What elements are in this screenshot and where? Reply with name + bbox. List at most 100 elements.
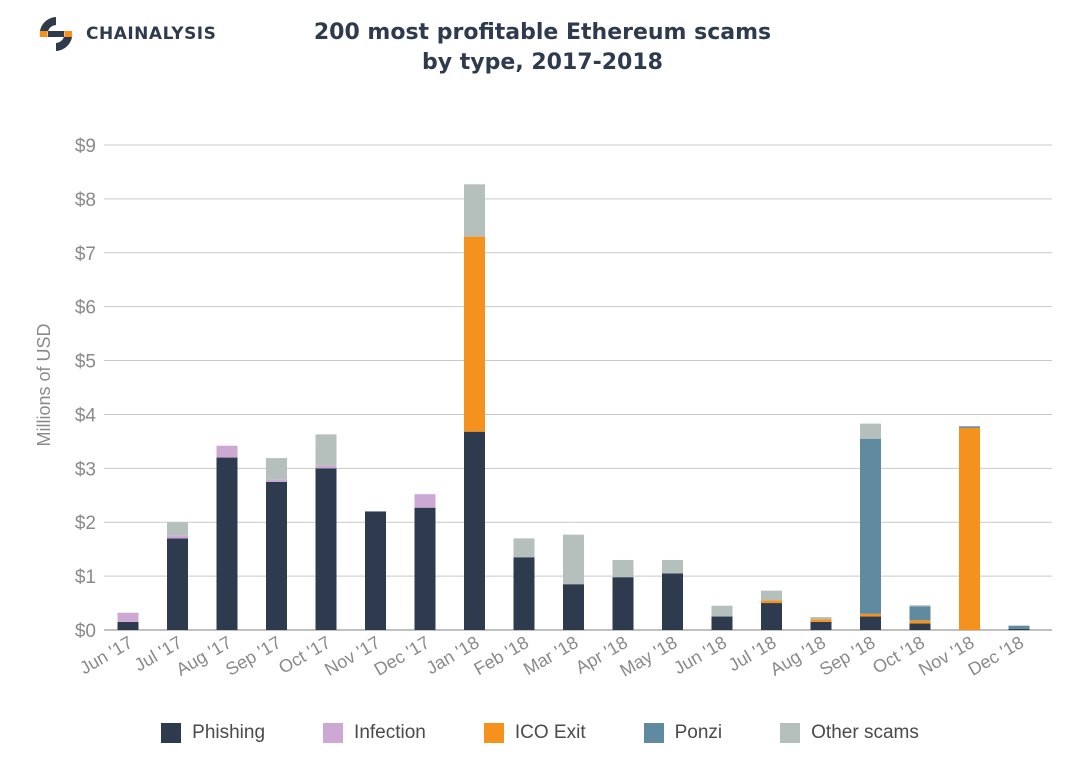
y-axis-label: Millions of USD xyxy=(34,323,54,446)
chart-subtitle: by type, 2017-2018 xyxy=(422,50,663,75)
bar-segment-phishing xyxy=(365,511,386,630)
bar-stack xyxy=(513,538,535,630)
bar-stack xyxy=(365,511,386,630)
legend-item-infection: Infection xyxy=(323,722,426,744)
bar-segment-other xyxy=(909,605,931,607)
chainalysis-logo-icon xyxy=(39,17,73,51)
x-tick-label: Sep '18 xyxy=(816,632,878,680)
y-tick-label: $3 xyxy=(75,459,96,480)
bar-stack xyxy=(662,559,683,630)
bar-stack xyxy=(860,423,881,630)
bar-segment-other xyxy=(315,434,337,466)
legend-swatch xyxy=(643,723,664,743)
legend-item-other: Other scams xyxy=(780,722,919,744)
bar-segment-ico_exit xyxy=(810,619,832,622)
bar-segment-ponzi xyxy=(959,426,980,428)
legend-label: Infection xyxy=(354,722,426,743)
legend-swatch xyxy=(483,723,504,743)
bar-segment-phishing xyxy=(810,621,832,630)
legend-item-ponzi: Ponzi xyxy=(643,722,723,744)
x-tick-label: May '18 xyxy=(616,632,680,681)
bar-segment-phishing xyxy=(711,616,733,630)
bar-stack xyxy=(959,426,980,630)
legend-label: ICO Exit xyxy=(514,722,586,743)
bar-stack xyxy=(117,612,139,630)
bar-segment-other xyxy=(662,559,683,574)
x-tick-label: Jan '18 xyxy=(423,632,483,678)
y-tick-labels: $0 $1 $2 $3 $4 $5 $6 $7 $8 $9 xyxy=(75,136,97,642)
bar-segment-ico_exit xyxy=(860,613,881,617)
legend-label: Other scams xyxy=(811,722,919,743)
bar-segment-phishing xyxy=(860,616,881,630)
bar-stack xyxy=(464,184,485,630)
bar-segment-other xyxy=(860,423,881,439)
bar-stack xyxy=(315,434,337,630)
bar-segment-phishing xyxy=(909,623,931,630)
legend-swatch xyxy=(780,723,801,743)
bar-segment-phishing xyxy=(464,431,485,630)
bar-segment-ico_exit xyxy=(464,236,485,432)
bar-segment-ico_exit xyxy=(959,427,980,630)
x-tick-label: Nov '17 xyxy=(321,632,383,680)
legend-label: Ponzi xyxy=(674,722,723,743)
bar-segment-infection xyxy=(167,535,188,539)
bar-segment-other xyxy=(711,605,733,617)
bar-segment-phishing xyxy=(761,603,782,630)
bar-stack xyxy=(563,534,584,630)
bar-segment-other xyxy=(266,458,287,480)
bar-stack xyxy=(216,445,238,630)
bar-segment-infection xyxy=(216,445,238,458)
bar-segment-ponzi xyxy=(909,606,931,621)
bar-segment-phishing xyxy=(167,538,188,630)
x-tick-label: Sep '17 xyxy=(222,632,284,680)
brand-name: CHAINALYSIS xyxy=(86,24,217,44)
y-tick-label: $1 xyxy=(75,567,96,588)
bar-stack xyxy=(167,522,188,630)
bar-segment-phishing xyxy=(513,557,535,630)
bar-stack xyxy=(761,590,782,630)
bar-segment-phishing xyxy=(1008,628,1030,630)
x-tick-label: Dec '17 xyxy=(371,632,433,680)
y-tick-label: $4 xyxy=(75,405,97,426)
bar-segment-phishing xyxy=(216,457,238,630)
x-tick-label: Jun '18 xyxy=(670,632,730,678)
x-tick-label: Aug '17 xyxy=(173,632,235,680)
bar-segment-phishing xyxy=(315,468,337,630)
bar-segment-phishing xyxy=(612,577,634,630)
bar-stack xyxy=(612,559,634,630)
x-tick-label: Nov '18 xyxy=(915,632,977,680)
bars xyxy=(117,184,1030,630)
bar-segment-phishing xyxy=(266,481,287,630)
bar-segment-infection xyxy=(414,494,436,508)
legend-swatch xyxy=(161,723,182,743)
y-tick-label: $2 xyxy=(75,513,96,534)
y-tick-label: $8 xyxy=(75,190,96,211)
bar-segment-phishing xyxy=(563,584,584,630)
bar-segment-ico_exit xyxy=(761,600,782,604)
y-tick-label: $5 xyxy=(75,352,96,373)
bar-segment-infection xyxy=(117,612,139,622)
bar-stack xyxy=(909,605,931,630)
bar-segment-other xyxy=(167,522,188,536)
y-tick-label: $7 xyxy=(75,244,96,265)
y-tick-label: $0 xyxy=(75,621,96,642)
x-tick-label: Dec '18 xyxy=(965,632,1027,680)
bar-stack xyxy=(711,605,733,630)
bar-segment-infection xyxy=(266,479,287,482)
y-tick-label: $9 xyxy=(75,136,96,157)
legend-swatch xyxy=(323,723,344,743)
bar-stack xyxy=(266,458,287,630)
bar-segment-ponzi xyxy=(860,438,881,614)
bar-stack xyxy=(1008,625,1030,630)
brand: CHAINALYSIS xyxy=(36,14,216,54)
bar-segment-ico_exit xyxy=(909,620,931,624)
bar-segment-other xyxy=(464,184,485,237)
bar-segment-other xyxy=(810,617,832,620)
bar-segment-infection xyxy=(315,465,337,469)
chart-title: 200 most profitable Ethereum scams xyxy=(313,20,772,45)
x-tick-label: Feb '18 xyxy=(470,632,532,679)
legend: Phishing Infection ICO Exit Ponzi Other scam… xyxy=(0,722,1080,744)
legend-label: Phishing xyxy=(192,722,266,743)
